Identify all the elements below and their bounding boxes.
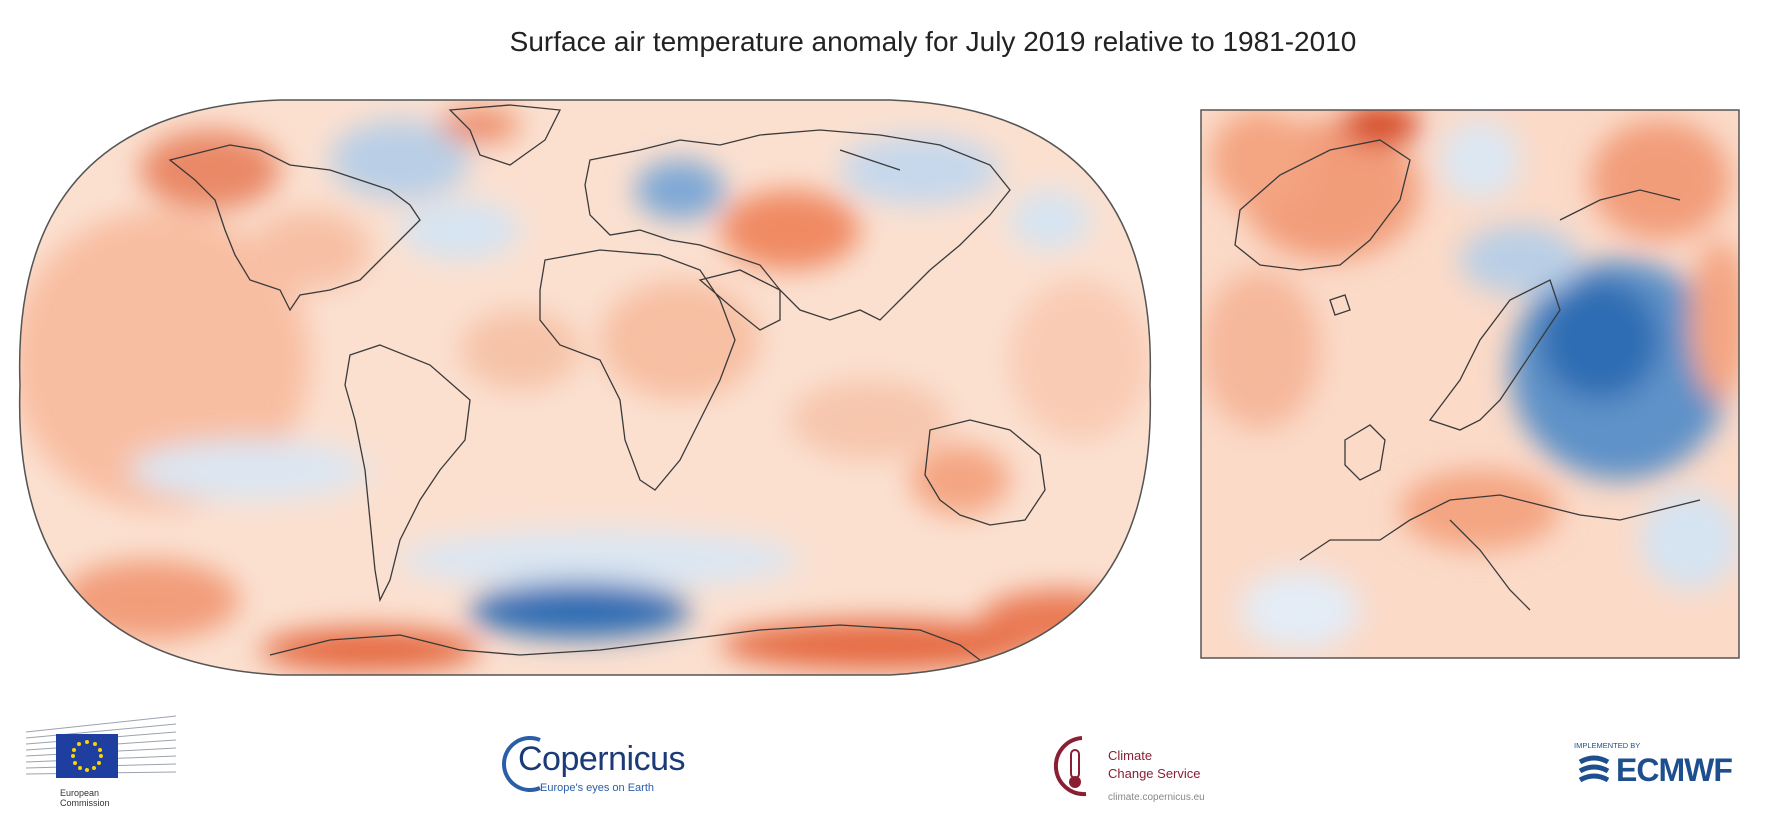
copernicus-logo: Copernicus Europe's eyes on Earth: [500, 728, 700, 808]
ecmwf-implemented-by: IMPLEMENTED BY: [1574, 741, 1641, 750]
world-coastlines: [168, 104, 1046, 661]
copernicus-arc-icon: [502, 736, 541, 792]
ec-emblem-icon: [25, 715, 177, 778]
europe-coastlines: [1234, 139, 1701, 611]
c3s-url: climate.copernicus.eu: [1108, 792, 1205, 803]
c3s-thermometer-icon: [1054, 736, 1087, 797]
c3s-label-line1: Climate: [1108, 748, 1153, 763]
europe-anomaly-map: [1200, 109, 1740, 659]
map-title: Surface air temperature anomaly for July…: [0, 26, 1766, 58]
ecmwf-wordmark: ECMWF: [1616, 752, 1733, 788]
europe-frame: [1200, 109, 1740, 659]
copernicus-tagline: Europe's eyes on Earth: [540, 782, 655, 794]
global-anomaly-map: [18, 99, 1152, 676]
european-commission-logo: European Commission: [25, 712, 177, 812]
globe-frame: [18, 99, 1152, 676]
ecmwf-logo: IMPLEMENTED BY ECMWF: [1572, 738, 1762, 798]
ec-label-line1: European: [60, 788, 100, 798]
c3s-label-line2: Change Service: [1108, 766, 1201, 781]
copernicus-wordmark: Copernicus: [518, 740, 685, 778]
ecmwf-symbol-icon: [1578, 755, 1610, 783]
map-title-text: Surface air temperature anomaly for July…: [509, 26, 1357, 57]
climate-change-service-logo: Climate Change Service climate.copernicu…: [1038, 728, 1238, 808]
maps-canvas: [18, 99, 1740, 676]
ec-label-line2: Commission: [60, 798, 110, 808]
